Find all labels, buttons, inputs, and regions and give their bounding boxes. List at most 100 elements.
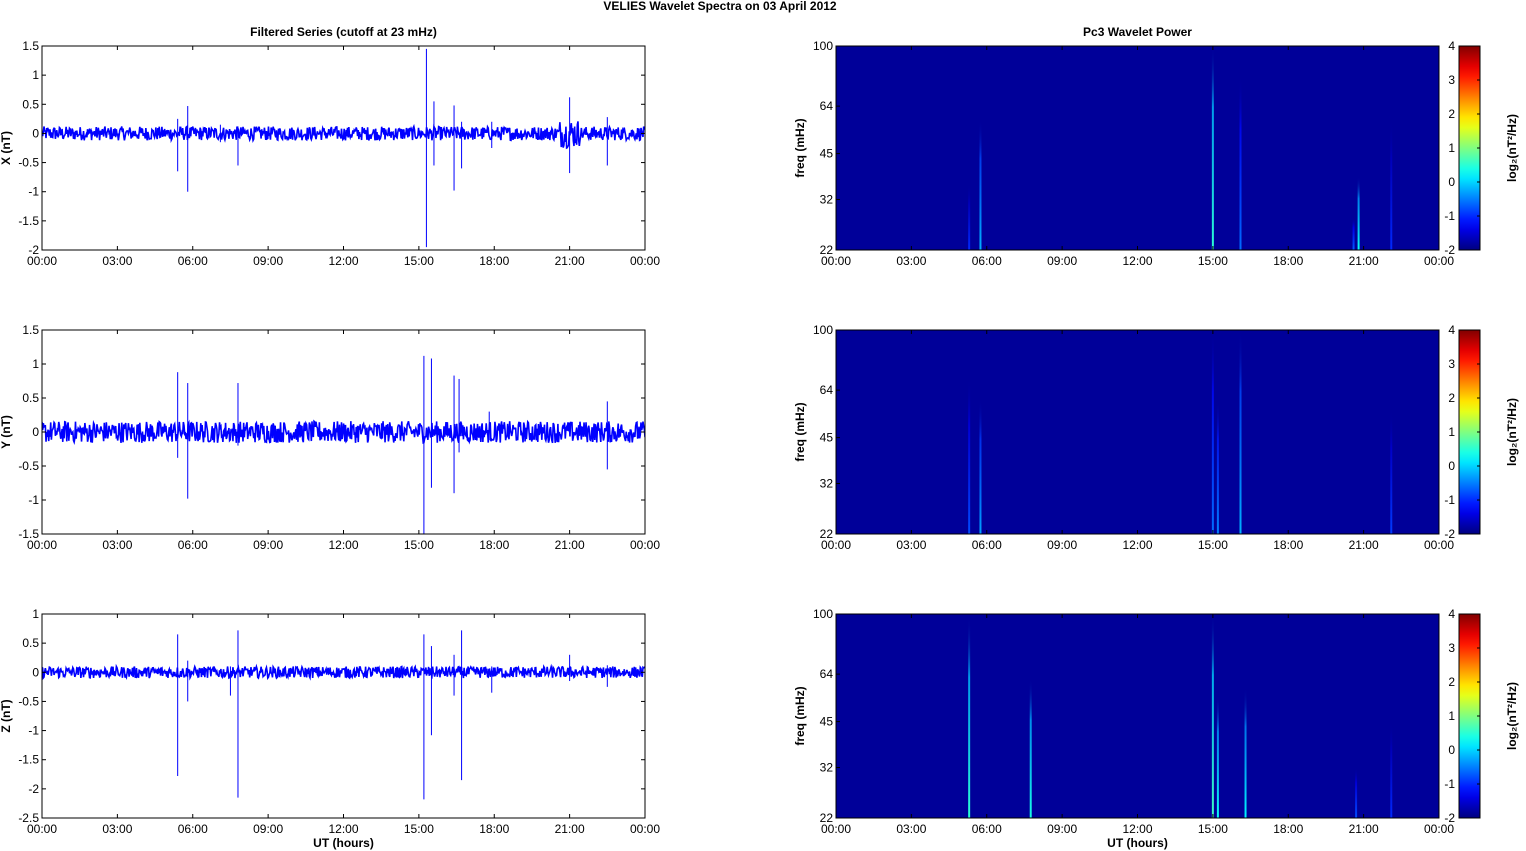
x-tick-label: 00:00 [630,254,660,268]
y-tick-label: 32 [820,761,834,775]
x-tick-label: 12:00 [328,538,358,552]
x-tick-label: 03:00 [896,822,926,836]
colorbar-scale [1458,613,1481,819]
x-tick-label: 06:00 [178,822,208,836]
y-tick-label: 22 [820,527,834,541]
x-tick-label: 00:00 [27,538,57,552]
x-tick-label: 15:00 [404,254,434,268]
colorbar-tick-label: -2 [1444,527,1455,541]
x-tick-label: 06:00 [178,538,208,552]
x-tick-label: 12:00 [328,254,358,268]
x-tick-label: 18:00 [1273,538,1303,552]
y-tick-label: 22 [820,811,834,825]
x-tick-label: 21:00 [555,254,585,268]
plot-area [42,614,645,818]
y-tick-label: 64 [820,99,834,113]
power-background [836,330,1439,534]
power-streak [1357,176,1360,250]
x-tick-label: 21:00 [1349,254,1379,268]
x-tick-label: 03:00 [102,254,132,268]
power-streak [1390,410,1393,534]
panel-title: Filtered Series (cutoff at 23 mHz) [250,25,437,39]
power-streak [979,398,982,534]
x-tick-label: 06:00 [972,822,1002,836]
x-tick-label: 15:00 [1198,822,1228,836]
y-tick-label: -1.5 [18,753,39,767]
y-tick-label: -2 [28,782,39,796]
power-streak [1244,687,1247,818]
trace-group [42,355,645,534]
colorbar-tick-label: 4 [1448,323,1455,337]
y-tick-label: 100 [813,39,833,53]
x-tick-label: 00:00 [1424,822,1454,836]
noise-trace [42,121,645,150]
y-tick-label: -1 [28,493,39,507]
y-axis-label: Z (nT) [0,699,13,732]
panels: -2 -1.5 -1 -0.5 0 0.5 1 1.5 00:00 03:00 06:00 09:00… [0,25,1519,850]
figure-title: VELIES Wavelet Spectra on 03 April 2012 [603,0,837,13]
power-streak [1239,330,1242,534]
colorbar-tick-label: 0 [1448,459,1455,473]
y-axis-label: freq (mHz) [793,686,807,745]
power-background [836,46,1439,250]
y-tick-label: 45 [820,147,834,161]
x-tick-label: 18:00 [479,538,509,552]
colorbar-tick-label: 2 [1448,391,1455,405]
colorbar-tick-label: -1 [1444,493,1455,507]
colorbar: -2 -1 0 1 2 3 4 log₂(nT²/Hz) [1444,39,1519,257]
colorbar-tick-label: 0 [1448,743,1455,757]
y-axis-label: freq (mHz) [793,118,807,177]
x-tick-label: 21:00 [555,822,585,836]
colorbar-tick-label: 3 [1448,357,1455,371]
y-axis-label: Y (nT) [0,415,13,449]
x-tick-label: 18:00 [1273,254,1303,268]
x-tick-label: 06:00 [972,254,1002,268]
power-streak [1211,46,1214,250]
x-tick-label: 12:00 [1122,254,1152,268]
colorbar-tick-label: -2 [1444,811,1455,825]
y-tick-label: 64 [820,667,834,681]
plot-area [42,46,645,250]
power-streak [1211,330,1214,534]
y-tick-label: -2.5 [18,811,39,825]
x-tick-label: 12:00 [1122,538,1152,552]
panel-y-series: -1.5 -1 -0.5 0 0.5 1 1.5 00:00 03:00 06:00 09:00 12… [0,323,660,552]
colorbar-scale [1458,45,1481,251]
x-tick-label: 00:00 [27,822,57,836]
colorbar-tick-label: -1 [1444,777,1455,791]
panel-z-series: -2.5 -2 -1.5 -1 -0.5 0 0.5 1 00:00 03:00 06:00 09:0… [0,607,660,850]
x-tick-label: 18:00 [479,254,509,268]
y-tick-label: -1 [28,185,39,199]
trace-group [42,48,645,248]
x-tick-label: 03:00 [102,538,132,552]
power-streak [1216,398,1219,534]
colorbar-label: log₂(nT²/Hz) [1505,398,1519,466]
power-streak [1355,767,1358,818]
power-background [836,614,1439,818]
y-axis-label: freq (mHz) [793,402,807,461]
x-tick-label: 09:00 [1047,538,1077,552]
colorbar-tick-label: 1 [1448,709,1455,723]
colorbar-tick-label: 1 [1448,141,1455,155]
y-tick-label: -0.5 [18,694,39,708]
x-tick-label: 18:00 [1273,822,1303,836]
colorbar-tick-label: 4 [1448,39,1455,53]
x-tick-label: 15:00 [1198,254,1228,268]
y-tick-label: 0.5 [22,97,39,111]
y-tick-label: 0 [32,665,39,679]
x-tick-label: 06:00 [972,538,1002,552]
colorbar-label: log₂(nT²/Hz) [1505,114,1519,182]
x-tick-label: 21:00 [1349,822,1379,836]
panel-title: Pc3 Wavelet Power [1083,25,1192,39]
x-tick-label: 09:00 [1047,822,1077,836]
power-streak [979,119,982,250]
colorbar: -2 -1 0 1 2 3 4 log₂(nT²/Hz) [1444,323,1519,541]
x-tick-label: 09:00 [253,538,283,552]
y-tick-label: -1 [28,724,39,738]
y-tick-label: 1 [32,607,39,621]
power-streak [1216,694,1219,818]
y-axis-label: X (nT) [0,131,13,165]
x-axis-label: UT (hours) [313,836,374,850]
